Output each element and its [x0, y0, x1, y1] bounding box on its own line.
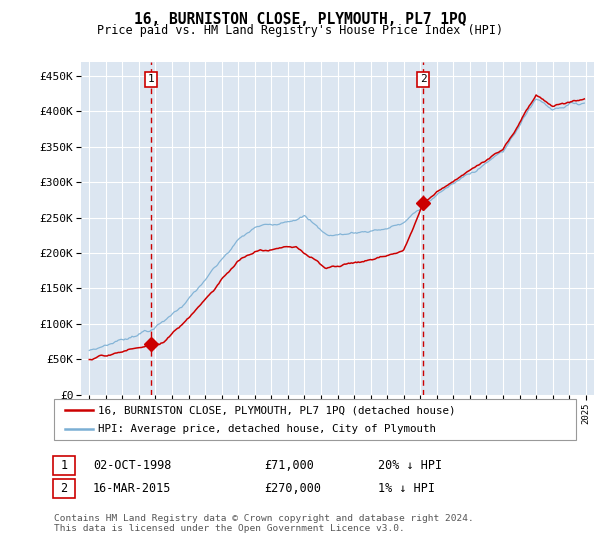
- Text: Price paid vs. HM Land Registry's House Price Index (HPI): Price paid vs. HM Land Registry's House …: [97, 24, 503, 37]
- Text: HPI: Average price, detached house, City of Plymouth: HPI: Average price, detached house, City…: [98, 424, 436, 433]
- Text: 16, BURNISTON CLOSE, PLYMOUTH, PL7 1PQ: 16, BURNISTON CLOSE, PLYMOUTH, PL7 1PQ: [134, 12, 466, 27]
- Text: £270,000: £270,000: [264, 482, 321, 495]
- Text: 1: 1: [148, 74, 155, 85]
- Text: £71,000: £71,000: [264, 459, 314, 473]
- FancyBboxPatch shape: [54, 399, 576, 440]
- Text: 2: 2: [419, 74, 427, 85]
- Text: 1% ↓ HPI: 1% ↓ HPI: [378, 482, 435, 495]
- Text: 1: 1: [61, 459, 67, 473]
- Text: 16-MAR-2015: 16-MAR-2015: [93, 482, 172, 495]
- Text: 02-OCT-1998: 02-OCT-1998: [93, 459, 172, 473]
- Text: 2: 2: [61, 482, 67, 495]
- Text: 16, BURNISTON CLOSE, PLYMOUTH, PL7 1PQ (detached house): 16, BURNISTON CLOSE, PLYMOUTH, PL7 1PQ (…: [98, 405, 456, 415]
- Text: Contains HM Land Registry data © Crown copyright and database right 2024.
This d: Contains HM Land Registry data © Crown c…: [54, 514, 474, 534]
- Text: 20% ↓ HPI: 20% ↓ HPI: [378, 459, 442, 473]
